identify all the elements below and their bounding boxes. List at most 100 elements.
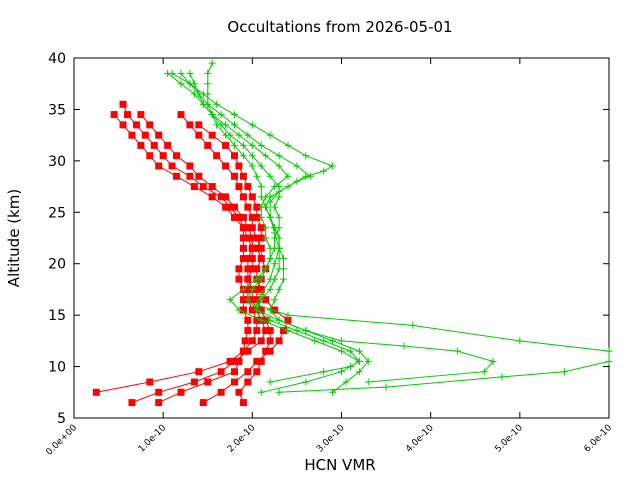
data-point-plus: [302, 152, 310, 160]
data-point-plus: [560, 368, 568, 376]
data-point-plus: [262, 203, 270, 211]
data-point-plus: [248, 121, 256, 129]
data-point-square: [208, 131, 216, 139]
data-point-plus: [204, 69, 212, 77]
data-point-plus: [271, 260, 279, 268]
data-point-plus: [338, 368, 345, 376]
data-point-square: [213, 152, 221, 160]
data-point-plus: [346, 347, 354, 355]
data-point-square: [186, 121, 194, 129]
data-point-square: [239, 193, 247, 201]
data-point-plus: [355, 357, 363, 365]
data-point-square: [253, 265, 261, 273]
data-point-square: [195, 131, 203, 139]
y-tick-label: 25: [48, 205, 66, 221]
data-point-plus: [204, 80, 212, 88]
data-point-square: [262, 296, 270, 304]
data-point-square: [155, 388, 163, 396]
data-point-plus: [400, 342, 408, 350]
data-point-square: [141, 131, 149, 139]
data-point-square: [231, 172, 238, 180]
data-point-square: [199, 399, 207, 407]
data-point-plus: [293, 327, 301, 335]
data-point-plus: [231, 121, 238, 129]
y-tick-label: 15: [48, 308, 66, 324]
data-point-plus: [262, 234, 270, 242]
data-point-square: [244, 368, 252, 376]
data-point-plus: [244, 296, 252, 304]
y-tick-label: 35: [48, 102, 66, 118]
data-point-square: [266, 337, 274, 345]
data-point-square: [253, 203, 261, 211]
data-point-square: [217, 388, 225, 396]
data-point-square: [253, 296, 261, 304]
data-point-square: [155, 131, 163, 139]
data-point-square: [253, 327, 261, 335]
data-point-plus: [257, 213, 265, 221]
data-point-square: [159, 152, 167, 160]
data-point-plus: [266, 378, 274, 386]
data-point-square: [239, 224, 247, 232]
data-point-plus: [208, 59, 216, 67]
data-point-plus: [244, 131, 252, 139]
data-point-plus: [302, 327, 310, 335]
data-point-square: [128, 131, 136, 139]
data-point-square: [177, 111, 185, 119]
data-point-square: [244, 203, 252, 211]
data-point-plus: [516, 337, 524, 345]
data-point-square: [239, 172, 247, 180]
data-point-plus: [320, 368, 328, 376]
data-point-square: [257, 306, 265, 314]
data-point-square: [266, 347, 274, 355]
data-point-square: [248, 213, 256, 221]
data-point-square: [248, 255, 256, 263]
data-point-square: [92, 388, 100, 396]
data-point-plus: [280, 265, 288, 273]
data-point-plus: [248, 152, 256, 160]
data-point-square: [244, 224, 252, 232]
data-point-plus: [271, 296, 279, 304]
data-point-square: [231, 357, 238, 365]
plot-area: [73, 57, 610, 419]
series-line: [167, 73, 361, 383]
data-point-plus: [311, 337, 319, 345]
data-point-plus: [186, 69, 194, 77]
data-point-square: [231, 152, 238, 160]
data-point-plus: [266, 316, 274, 324]
data-point-plus: [257, 193, 265, 201]
x-tick-label: 4.0e-10: [404, 423, 436, 455]
data-point-plus: [275, 183, 283, 191]
data-point-square: [257, 234, 265, 242]
data-point-square: [146, 121, 154, 129]
data-point-square: [244, 316, 252, 324]
data-point-square: [186, 172, 194, 180]
data-point-square: [173, 152, 181, 160]
data-point-plus: [275, 213, 283, 221]
data-point-square: [257, 357, 265, 365]
data-point-square: [155, 399, 163, 407]
data-point-plus: [239, 141, 247, 149]
y-tick-label: 10: [48, 360, 66, 376]
data-point-square: [137, 141, 145, 149]
data-point-square: [239, 306, 247, 314]
data-point-plus: [275, 316, 283, 324]
data-point-square: [128, 399, 136, 407]
data-point-square: [173, 172, 181, 180]
data-point-plus: [226, 296, 234, 304]
x-tick-label: 3.0e-10: [315, 423, 347, 455]
data-point-square: [257, 285, 265, 293]
data-point-square: [244, 327, 252, 335]
series-line: [207, 62, 494, 383]
series-layer: [92, 59, 613, 407]
data-point-plus: [275, 162, 283, 170]
data-point-plus: [177, 69, 185, 77]
data-point-square: [208, 193, 216, 201]
data-point-plus: [329, 388, 337, 396]
data-point-square: [280, 327, 288, 335]
data-point-plus: [293, 177, 301, 185]
data-point-square: [248, 265, 256, 273]
data-point-plus: [208, 111, 216, 119]
data-point-square: [110, 111, 118, 119]
data-point-plus: [320, 167, 328, 175]
series-line: [96, 104, 258, 393]
